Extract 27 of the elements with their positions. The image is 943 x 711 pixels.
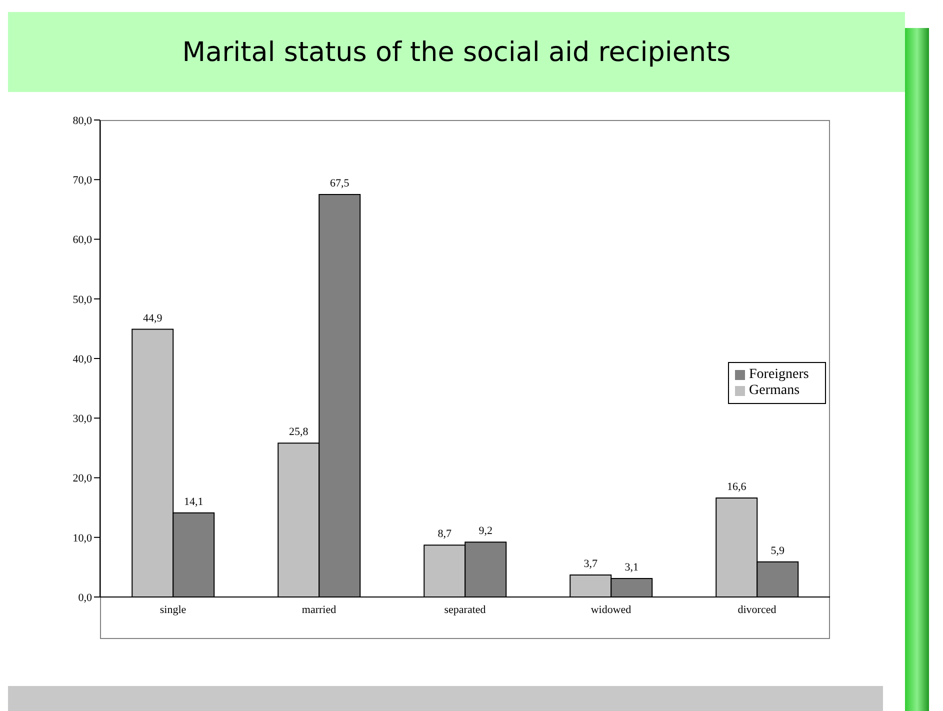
y-tick-label: 10,0	[72, 532, 92, 544]
x-tick-label: widowed	[590, 604, 632, 616]
data-label: 14,1	[184, 496, 204, 508]
y-tick-label: 30,0	[72, 413, 92, 426]
x-tick-label: single	[160, 604, 186, 616]
y-tick-label: 50,0	[72, 294, 92, 306]
data-label: 9,2	[478, 525, 492, 538]
y-tick-label: 80,0	[72, 114, 92, 127]
x-tick-label: divorced	[738, 604, 777, 616]
data-label: 25,8	[288, 426, 309, 438]
chart-title: Marital status of the social aid recipients	[8, 12, 905, 92]
data-label: 44,9	[142, 312, 163, 324]
data-label: 16,6	[726, 481, 747, 494]
data-label: 3,1	[624, 562, 638, 574]
y-tick-label: 20,0	[72, 472, 92, 485]
data-label: 5,9	[770, 544, 785, 557]
y-tick-label: 40,0	[72, 353, 92, 366]
x-tick-label: married	[302, 604, 337, 616]
y-tick-label: 0,0	[78, 592, 92, 604]
data-label: 3,7	[584, 558, 598, 570]
y-tick-label: 70,0	[72, 174, 92, 187]
y-tick-label: 60,0	[72, 234, 92, 246]
x-tick-label: separated	[444, 604, 486, 616]
legend-label: Foreigners	[749, 367, 809, 382]
data-label: 8,7	[438, 528, 452, 540]
legend-label: Germans	[749, 383, 800, 398]
data-label: 67,5	[330, 178, 350, 190]
